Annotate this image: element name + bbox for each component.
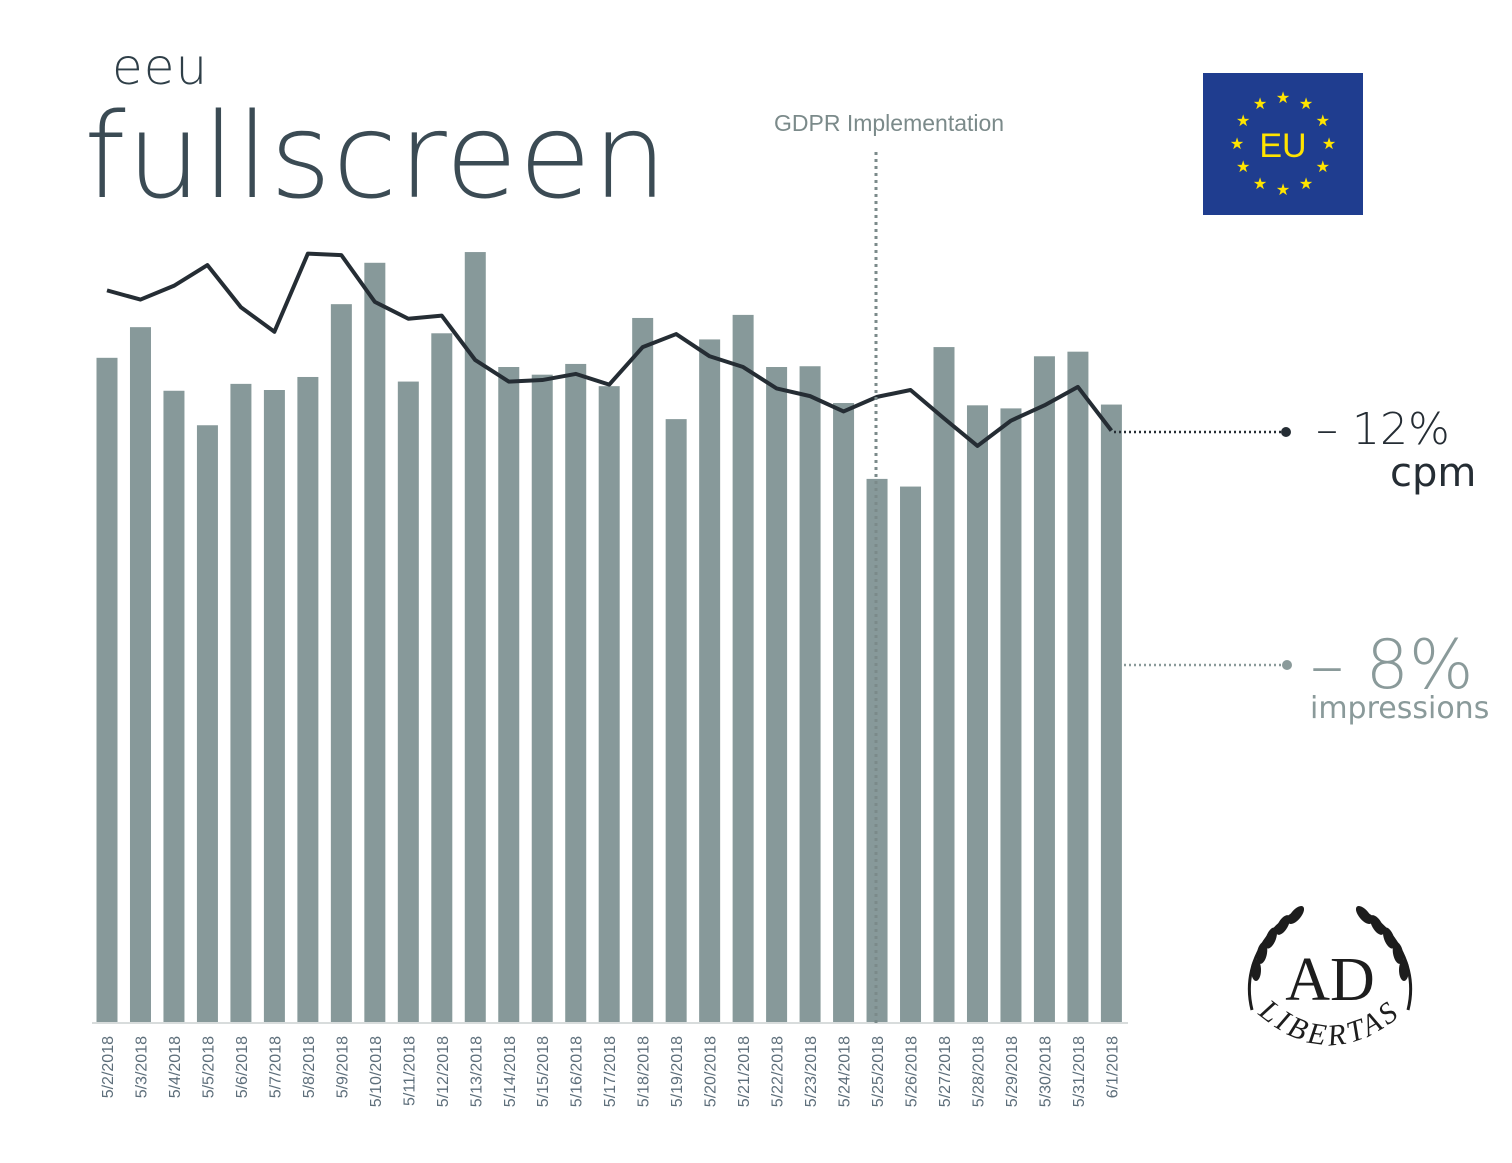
bar-5/3/2018	[129, 327, 151, 1023]
x-tick-label: 5/31/2018	[1071, 1036, 1088, 1107]
bar-5/18/2018	[632, 317, 654, 1023]
star-icon: ★	[1299, 94, 1313, 113]
cpm-leader-dot	[1281, 427, 1291, 437]
x-tick-label: 5/4/2018	[167, 1036, 184, 1098]
bar-5/9/2018	[330, 304, 352, 1023]
x-tick-label: 5/10/2018	[368, 1036, 385, 1107]
x-tick-label: 5/25/2018	[870, 1036, 887, 1107]
bar-5/13/2018	[464, 252, 486, 1023]
bar-5/21/2018	[732, 314, 754, 1024]
star-icon: ★	[1236, 157, 1250, 176]
x-tick-label: 5/15/2018	[535, 1036, 552, 1107]
x-tick-label: 5/18/2018	[636, 1036, 653, 1107]
bar-5/27/2018	[933, 347, 955, 1023]
x-tick-label: 5/24/2018	[837, 1036, 854, 1107]
x-tick-label: 5/26/2018	[904, 1036, 921, 1107]
line-series	[106, 251, 1113, 448]
eu-flag-icon: ★ ★★★★★★★★★★★ EU	[1203, 73, 1363, 215]
chart-title: fullscreen	[84, 87, 669, 225]
cpm-label: cpm	[1390, 450, 1476, 496]
x-tick-label: 5/30/2018	[1037, 1036, 1054, 1107]
bar-5/22/2018	[766, 367, 788, 1023]
impressions-leader-dot	[1282, 660, 1292, 670]
bar-5/14/2018	[498, 367, 520, 1023]
bar-5/19/2018	[665, 419, 687, 1023]
bar-series	[96, 252, 1122, 1024]
star-icon: ★	[1322, 134, 1336, 153]
star-icon: ★	[1299, 174, 1313, 193]
x-tick-label: 5/3/2018	[133, 1036, 150, 1098]
x-tick-label: 5/6/2018	[234, 1036, 251, 1098]
x-tick-label: 5/14/2018	[502, 1036, 519, 1107]
x-tick-label: 5/7/2018	[267, 1036, 284, 1098]
bar-5/2/2018	[96, 357, 118, 1023]
x-tick-label: 5/5/2018	[200, 1036, 217, 1098]
x-tick-label: 5/13/2018	[468, 1036, 485, 1107]
star-icon: ★	[1253, 174, 1267, 193]
star-icon: ★	[1276, 180, 1290, 199]
bar-5/10/2018	[364, 262, 386, 1023]
bar-5/6/2018	[230, 383, 252, 1023]
chart-subtitle: eeu	[112, 38, 209, 96]
x-tick-label: 5/11/2018	[401, 1036, 418, 1106]
x-tick-label: 5/16/2018	[569, 1036, 586, 1107]
bar-5/26/2018	[900, 486, 922, 1023]
x-tick-label: 5/19/2018	[669, 1036, 686, 1107]
x-tick-label: 5/28/2018	[970, 1036, 987, 1107]
bar-5/25/2018	[866, 478, 888, 1023]
eu-flag-text: EU	[1259, 127, 1306, 165]
x-tick-label: 5/2/2018	[100, 1036, 117, 1098]
logo-text-main: AD	[1285, 946, 1375, 1014]
impressions-change-value: – 8%	[1310, 626, 1474, 705]
x-tick-label: 5/21/2018	[736, 1036, 753, 1107]
x-tick-label: 5/23/2018	[803, 1036, 820, 1107]
gdpr-label: GDPR Implementation	[774, 110, 1004, 136]
ad-libertas-logo: AD LIBERTAS	[1247, 905, 1413, 1053]
impressions-label: impressions	[1310, 691, 1489, 726]
x-tick-label: 5/12/2018	[435, 1036, 452, 1107]
bar-5/4/2018	[163, 390, 185, 1024]
bar-5/31/2018	[1067, 351, 1089, 1023]
bar-5/28/2018	[966, 405, 988, 1023]
x-tick-label: 5/29/2018	[1004, 1036, 1021, 1107]
bar-5/23/2018	[799, 366, 821, 1023]
star-icon: ★	[1316, 157, 1330, 176]
x-tick-label: 5/9/2018	[334, 1036, 351, 1098]
x-tick-label: 5/20/2018	[703, 1036, 720, 1107]
bar-5/15/2018	[531, 374, 553, 1023]
cpm-change-value: – 12%	[1316, 404, 1450, 455]
bar-5/24/2018	[833, 403, 855, 1023]
star-icon: ★	[1276, 88, 1290, 107]
bar-5/29/2018	[1000, 408, 1022, 1023]
bar-5/17/2018	[598, 386, 620, 1023]
bar-5/7/2018	[263, 389, 285, 1024]
bar-5/16/2018	[565, 363, 587, 1023]
x-tick-label: 5/17/2018	[602, 1036, 619, 1107]
bar-5/8/2018	[297, 376, 319, 1023]
bar-5/20/2018	[699, 339, 721, 1024]
bar-5/5/2018	[196, 425, 218, 1023]
star-icon: ★	[1230, 134, 1244, 153]
star-icon: ★	[1236, 111, 1250, 130]
laurel-wreath-icon	[1247, 905, 1413, 1011]
bar-5/30/2018	[1033, 356, 1055, 1024]
x-tick-labels: 5/2/2018 5/3/2018 5/4/2018 5/5/2018 5/6/2018…	[100, 1036, 1121, 1107]
bar-5/11/2018	[397, 381, 419, 1024]
star-icon: ★	[1316, 111, 1330, 130]
bar-5/12/2018	[431, 333, 453, 1023]
x-tick-label: 6/1/2018	[1104, 1036, 1121, 1098]
x-tick-label: 5/27/2018	[937, 1036, 954, 1107]
x-tick-label: 5/8/2018	[301, 1036, 318, 1098]
star-icon: ★	[1253, 94, 1267, 113]
bar-6/1/2018	[1100, 404, 1122, 1023]
x-tick-label: 5/22/2018	[770, 1036, 787, 1107]
